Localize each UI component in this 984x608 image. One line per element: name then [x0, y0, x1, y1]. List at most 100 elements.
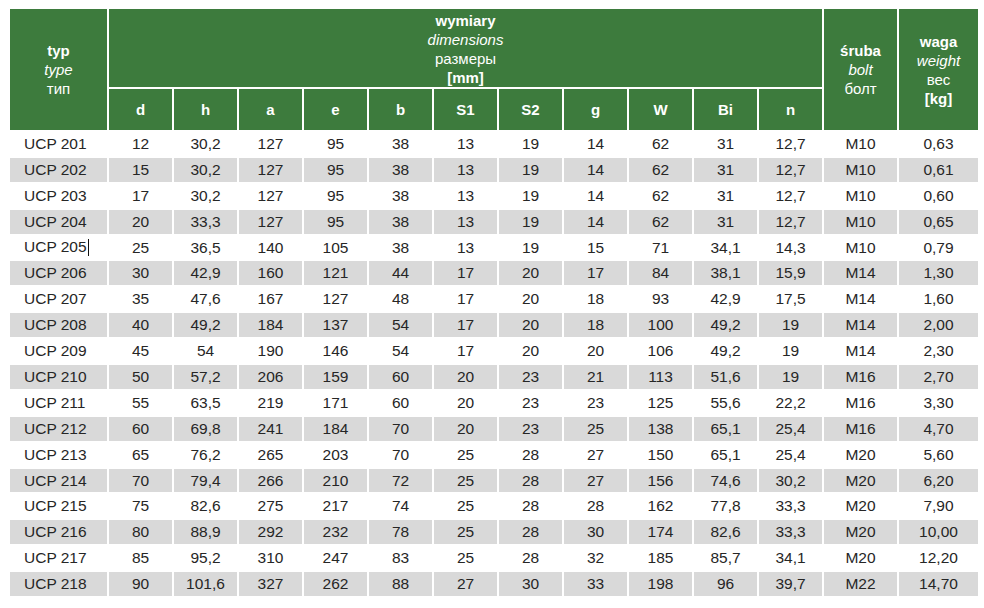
dim-cell-bi: 42,9 — [693, 286, 758, 312]
dim-cell-h: 82,6 — [173, 493, 238, 519]
dim-cell-e: 262 — [303, 571, 368, 597]
dim-cell-w: 198 — [628, 571, 693, 597]
dim-cell-a: 127 — [238, 131, 303, 157]
dim-cell-s2: 19 — [498, 183, 563, 209]
dim-cell-b: 38 — [368, 235, 433, 261]
dim-cell-d: 85 — [108, 545, 173, 571]
dim-cell-bi: 82,6 — [693, 519, 758, 545]
bearing-spec-table: typ type тип wymiary dimensions размеры … — [8, 7, 980, 598]
header-bolt-column: śruba bolt болт — [823, 8, 898, 131]
dim-cell-bi: 65,1 — [693, 442, 758, 468]
dim-cell-b: 38 — [368, 183, 433, 209]
bolt-cell: M20 — [823, 519, 898, 545]
dim-cell-d: 40 — [108, 312, 173, 338]
header-dims-ru: размеры — [109, 49, 822, 68]
type-cell: UCP 211 — [9, 390, 108, 416]
dim-cell-s1: 20 — [433, 390, 498, 416]
dim-cell-w: 106 — [628, 338, 693, 364]
dim-cell-d: 50 — [108, 364, 173, 390]
dim-cell-bi: 49,2 — [693, 312, 758, 338]
dim-cell-g: 14 — [563, 131, 628, 157]
dim-cell-bi: 38,1 — [693, 260, 758, 286]
dim-cell-w: 125 — [628, 390, 693, 416]
dim-cell-s1: 13 — [433, 183, 498, 209]
dim-cell-w: 138 — [628, 416, 693, 442]
dim-cell-a: 219 — [238, 390, 303, 416]
table-row: UCP 20945541901465417202010649,219M142,3… — [9, 338, 979, 364]
dim-cell-g: 23 — [563, 390, 628, 416]
table-row: UCP 2063042,9160121441720178438,115,9M14… — [9, 260, 979, 286]
bolt-cell: M10 — [823, 235, 898, 261]
dim-cell-n: 12,7 — [758, 157, 823, 183]
dim-cell-s1: 25 — [433, 519, 498, 545]
dim-cell-a: 127 — [238, 183, 303, 209]
dim-cell-s2: 20 — [498, 260, 563, 286]
type-cell: UCP 205 — [9, 235, 108, 261]
type-cell: UCP 210 — [9, 364, 108, 390]
header-type-en: type — [10, 60, 107, 79]
dim-cell-s2: 28 — [498, 493, 563, 519]
dim-cell-b: 38 — [368, 131, 433, 157]
dim-cell-s2: 30 — [498, 571, 563, 597]
weight-cell: 10,00 — [898, 519, 979, 545]
dim-cell-bi: 31 — [693, 157, 758, 183]
header-weight-ru: вес — [899, 70, 978, 89]
bolt-cell: M10 — [823, 157, 898, 183]
table-row: UCP 2178595,23102478325283218585,734,1M2… — [9, 545, 979, 571]
header-dims-unit: [mm] — [109, 68, 822, 87]
bolt-cell: M20 — [823, 442, 898, 468]
dim-cell-d: 80 — [108, 519, 173, 545]
dim-cell-e: 127 — [303, 286, 368, 312]
dim-cell-g: 28 — [563, 493, 628, 519]
dim-cell-d: 30 — [108, 260, 173, 286]
dim-cell-e: 95 — [303, 183, 368, 209]
dim-cell-h: 79,4 — [173, 468, 238, 494]
bolt-cell: M16 — [823, 364, 898, 390]
weight-cell: 1,60 — [898, 286, 979, 312]
table-row: UCP 2147079,42662107225282715674,630,2M2… — [9, 468, 979, 494]
dim-cell-bi: 51,6 — [693, 364, 758, 390]
table-row: UCP 2073547,6167127481720189342,917,5M14… — [9, 286, 979, 312]
dim-cell-h: 76,2 — [173, 442, 238, 468]
weight-cell: 3,30 — [898, 390, 979, 416]
dim-cell-s1: 25 — [433, 442, 498, 468]
dim-cell-s2: 19 — [498, 235, 563, 261]
header-dim-bi: Bi — [693, 88, 758, 131]
type-cell: UCP 203 — [9, 183, 108, 209]
dim-cell-n: 30,2 — [758, 468, 823, 494]
weight-cell: 12,20 — [898, 545, 979, 571]
type-cell: UCP 212 — [9, 416, 108, 442]
dim-cell-s1: 27 — [433, 571, 498, 597]
table-row: UCP 2031730,21279538131914623112,7M100,6… — [9, 183, 979, 209]
dim-cell-d: 65 — [108, 442, 173, 468]
dim-cell-n: 25,4 — [758, 442, 823, 468]
dim-cell-e: 210 — [303, 468, 368, 494]
dim-cell-b: 70 — [368, 416, 433, 442]
dim-cell-s2: 20 — [498, 312, 563, 338]
dim-cell-a: 127 — [238, 157, 303, 183]
dim-cell-n: 14,3 — [758, 235, 823, 261]
dim-cell-g: 14 — [563, 209, 628, 235]
dim-cell-n: 39,7 — [758, 571, 823, 597]
dim-cell-e: 95 — [303, 209, 368, 235]
dim-cell-b: 48 — [368, 286, 433, 312]
weight-cell: 4,70 — [898, 416, 979, 442]
type-cell: UCP 204 — [9, 209, 108, 235]
dim-cell-a: 275 — [238, 493, 303, 519]
header-dimensions-group: wymiary dimensions размеры [mm] — [108, 8, 823, 88]
dim-cell-h: 101,6 — [173, 571, 238, 597]
type-cell: UCP 215 — [9, 493, 108, 519]
dim-cell-s1: 17 — [433, 312, 498, 338]
dim-cell-h: 49,2 — [173, 312, 238, 338]
header-type-pl: typ — [10, 41, 107, 60]
dim-cell-g: 27 — [563, 442, 628, 468]
table-header: typ type тип wymiary dimensions размеры … — [9, 8, 979, 131]
dim-cell-s2: 28 — [498, 519, 563, 545]
dim-cell-w: 156 — [628, 468, 693, 494]
dim-cell-h: 36,5 — [173, 235, 238, 261]
dim-cell-h: 30,2 — [173, 157, 238, 183]
dim-cell-h: 88,9 — [173, 519, 238, 545]
dim-cell-b: 38 — [368, 209, 433, 235]
dim-cell-g: 17 — [563, 260, 628, 286]
weight-cell: 2,70 — [898, 364, 979, 390]
